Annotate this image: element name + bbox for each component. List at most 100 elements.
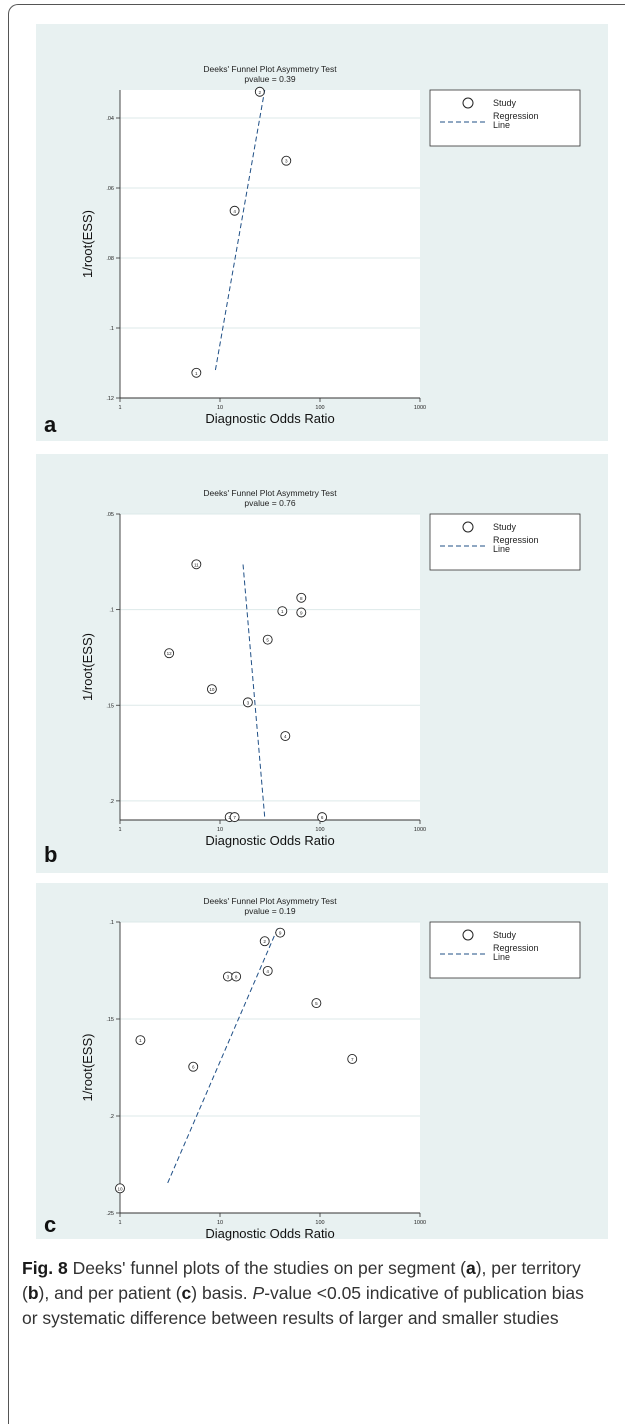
funnel-plot-b: Deeks' Funnel Plot Asymmetry Testpvalue … [80, 488, 581, 848]
legend-box-b [429, 513, 581, 571]
study-point-label-a: 4 [233, 209, 236, 214]
study-point-label-c: 5 [315, 1001, 318, 1006]
chart-title-b: Deeks' Funnel Plot Asymmetry Test [203, 488, 337, 498]
chart-subtitle-b: pvalue = 0.76 [244, 498, 296, 508]
x-tick-label-b: 1 [118, 827, 121, 833]
x-tick-label-a: 10 [217, 405, 223, 411]
legend-study-label-b: Study [493, 522, 517, 532]
x-tick-label-c: 100 [315, 1220, 324, 1226]
caption-fig-label: Fig. 8 [22, 1258, 68, 1278]
x-tick-label-a: 1000 [414, 405, 426, 411]
x-tick-label-a: 100 [315, 405, 324, 411]
study-point-b [229, 812, 240, 823]
study-point-b [277, 606, 288, 617]
study-point-label-b: 8 [300, 596, 303, 601]
panel-label-b: b [44, 842, 58, 867]
caption-ref-a: a [466, 1258, 476, 1278]
study-point-label-a: 1 [195, 371, 198, 376]
x-axis-label-a: Diagnostic Odds Ratio [205, 411, 334, 426]
study-point-c [231, 971, 242, 982]
study-point-c [259, 936, 270, 947]
study-point-b [280, 731, 291, 741]
y-tick-label-b: .15 [106, 703, 114, 709]
study-point-label-c: 7 [351, 1057, 354, 1062]
legend-regression-label-a: Line [493, 120, 510, 130]
y-tick-label-b: .2 [109, 799, 114, 805]
funnel-plot-panel-a: Deeks' Funnel Plot Asymmetry Test pvalue … [36, 24, 608, 441]
figure-caption: Fig. 8 Deeks' funnel plots of the studie… [22, 1256, 602, 1331]
funnel-plot-c: Deeks' Funnel Plot Asymmetry Testpvalue … [80, 896, 581, 1241]
study-point-label-c: 1 [139, 1038, 142, 1043]
regression-line-b [242, 564, 266, 818]
regression-line-a [214, 89, 266, 371]
study-point-a [281, 155, 292, 166]
study-point-c [135, 1035, 146, 1046]
x-tick-label-b: 10 [217, 827, 223, 833]
caption-ref-c: c [181, 1283, 192, 1303]
caption-p-italic: P [252, 1283, 265, 1303]
study-point-label-b: 12 [167, 651, 173, 656]
y-tick-label-a: .06 [106, 186, 114, 192]
study-point-label-c: 3 [227, 975, 230, 980]
study-point-b [206, 684, 217, 695]
study-point-label-b: 4 [284, 734, 287, 739]
study-point-b [262, 634, 273, 645]
study-point-b [242, 697, 253, 708]
study-point-label-c: 9 [279, 931, 282, 936]
study-point-a [229, 205, 240, 216]
study-point-label-b: 11 [194, 562, 199, 567]
study-point-a [191, 367, 202, 378]
legend-regression-label-c: Regression [493, 943, 539, 953]
study-point-label-b: 1 [281, 609, 284, 614]
y-tick-label-a: .12 [106, 396, 114, 402]
chart-title-a: Deeks' Funnel Plot Asymmetry Test [203, 64, 337, 74]
study-point-b [164, 648, 175, 659]
figure-frame [8, 4, 625, 1424]
caption-text-3: ), and per patient ( [38, 1283, 182, 1303]
study-point-label-c: 10 [117, 1186, 123, 1191]
study-point-b [296, 607, 307, 618]
legend-regression-label-a: Regression [493, 111, 539, 121]
y-axis-label-b: 1/root(ESS) [80, 633, 95, 701]
study-point-c [262, 965, 273, 976]
plot-area-a [120, 90, 420, 398]
legend-regression-label-c: Line [493, 952, 510, 962]
x-tick-label-b: 100 [315, 827, 324, 833]
legend-regression-label-b: Regression [493, 535, 539, 545]
funnel-plot-panel-c: Deeks' Funnel Plot Asymmetry Test pvalue … [36, 883, 608, 1241]
legend-study-marker-a [462, 97, 474, 109]
regression-line-c [167, 927, 279, 1184]
legend-regression-label-b: Line [493, 544, 510, 554]
legend-study-label-a: Study [493, 98, 517, 108]
y-tick-label-c: .2 [109, 1114, 114, 1120]
chart-subtitle-a: pvalue = 0.39 [244, 74, 296, 84]
plot-area-c [120, 922, 420, 1213]
x-axis-label-c: Diagnostic Odds Ratio [205, 1226, 334, 1241]
study-point-label-c: 2 [263, 939, 266, 944]
study-point-label-b: 7 [233, 815, 236, 820]
y-tick-label-a: .08 [106, 256, 114, 262]
caption-text-5: -value <0.05 indicative of publication b… [22, 1283, 584, 1328]
legend-box-c [429, 921, 581, 979]
y-tick-label-a: .1 [109, 326, 114, 332]
chart-title-c: Deeks' Funnel Plot Asymmetry Test [203, 896, 337, 906]
study-point-a [254, 86, 265, 97]
x-tick-label-b: 1000 [414, 827, 426, 833]
plot-area-b [120, 514, 420, 820]
x-tick-label-c: 10 [217, 1220, 223, 1226]
y-tick-label-c: .25 [106, 1211, 114, 1217]
study-point-label-a: 3 [285, 159, 288, 164]
funnel-plot-panel-b: Deeks' Funnel Plot Asymmetry Test pvalue … [36, 454, 608, 873]
study-point-label-b: 10 [209, 687, 215, 692]
legend-box-a [429, 89, 581, 147]
y-tick-label-b: .1 [109, 608, 114, 614]
study-point-label-b: 9 [300, 610, 303, 615]
study-point-label-c: 6 [192, 1065, 195, 1070]
caption-text-1: Deeks' funnel plots of the studies on pe… [67, 1258, 466, 1278]
legend-study-marker-c [462, 929, 474, 941]
study-point-c [115, 1183, 125, 1194]
chart-subtitle-c: pvalue = 0.19 [244, 906, 296, 916]
study-point-b [317, 812, 328, 823]
caption-ref-b: b [27, 1283, 39, 1303]
study-point-c [188, 1061, 199, 1072]
